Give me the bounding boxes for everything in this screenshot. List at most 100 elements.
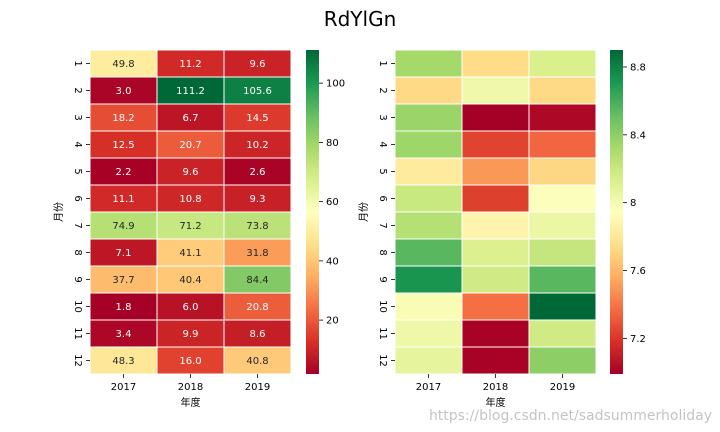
cell-value-label: 9.3 xyxy=(250,194,266,205)
heatmap-left: 49.8 11.2 9.6 3.0 111.2 105.6 18.2 6.7 14.5 12.5 2… xyxy=(53,49,345,409)
y-tick-label: 12 xyxy=(377,354,388,367)
heatmap-cell xyxy=(528,292,597,321)
heatmap-cell xyxy=(528,184,597,213)
figure-title: RdYlGn xyxy=(324,7,397,31)
heatmap-cell xyxy=(223,211,292,240)
y-tick-label: 10 xyxy=(377,300,388,313)
heatmap-cell xyxy=(461,76,530,105)
cell-value-label: 20.7 xyxy=(179,140,201,151)
heatmap-cell xyxy=(528,49,597,78)
cell-value-label: 1.8 xyxy=(116,302,132,313)
heatmap-cell xyxy=(223,292,292,321)
y-tick-label: 3 xyxy=(377,114,388,120)
cell-value-label: 49.8 xyxy=(112,59,134,70)
y-tick-label: 8 xyxy=(72,249,83,255)
cell-value-label: 3.4 xyxy=(116,329,132,340)
heatmap-cell xyxy=(461,319,530,348)
heatmap-cell xyxy=(223,184,292,213)
watermark-text: https://blog.csdn.net/sadsummerholiday xyxy=(428,408,712,424)
cell-value-label: 6.7 xyxy=(183,113,199,124)
colorbar-tick-label: 80 xyxy=(326,138,339,149)
heatmap-cell xyxy=(394,319,463,348)
colorbar-tick-label: 8 xyxy=(630,198,636,209)
x-axis-label: 年度 xyxy=(181,396,201,409)
heatmap-cell xyxy=(394,292,463,321)
heatmap-cell xyxy=(156,292,225,321)
heatmap-cell xyxy=(461,292,530,321)
heatmap-cell xyxy=(394,76,463,105)
cell-value-label: 6.0 xyxy=(183,302,199,313)
heatmap-cell xyxy=(89,238,158,267)
cell-value-label: 18.2 xyxy=(112,113,134,124)
y-tick-label: 7 xyxy=(72,222,83,228)
heatmap-cell xyxy=(461,103,530,132)
y-tick-label: 12 xyxy=(72,354,83,367)
heatmap-cell xyxy=(394,103,463,132)
cell-value-label: 9.6 xyxy=(183,167,199,178)
colorbar xyxy=(306,50,319,374)
cell-value-label: 71.2 xyxy=(179,221,201,232)
heatmap-right: 2017 2018 2019123456789101112年度月份7.27.688.… xyxy=(358,49,646,409)
cell-value-label: 11.2 xyxy=(179,59,201,70)
heatmap-cell xyxy=(156,184,225,213)
heatmap-cell xyxy=(528,238,597,267)
x-tick-label: 2017 xyxy=(416,382,441,393)
heatmap-cell xyxy=(223,319,292,348)
heatmap-cell xyxy=(394,265,463,294)
colorbar-tick-label: 100 xyxy=(326,79,345,90)
x-tick-label: 2018 xyxy=(178,382,203,393)
cell-value-label: 40.4 xyxy=(179,275,201,286)
heatmap-cell xyxy=(528,265,597,294)
heatmap-cell xyxy=(461,211,530,240)
cell-value-label: 9.9 xyxy=(183,329,199,340)
y-tick-label: 3 xyxy=(72,114,83,120)
colorbar-tick-label: 7.2 xyxy=(630,334,646,345)
cell-value-label: 7.1 xyxy=(116,248,132,259)
heatmap-cell xyxy=(89,211,158,240)
y-tick-label: 9 xyxy=(377,276,388,282)
heatmap-cell xyxy=(223,346,292,375)
heatmap-cell xyxy=(394,184,463,213)
cell-value-label: 73.8 xyxy=(246,221,268,232)
colorbar-tick-label: 8.4 xyxy=(630,130,646,141)
cell-value-label: 10.8 xyxy=(179,194,201,205)
heatmap-cell xyxy=(528,319,597,348)
cell-value-label: 40.8 xyxy=(246,356,268,367)
cell-value-label: 3.0 xyxy=(116,86,132,97)
x-tick-label: 2019 xyxy=(550,382,575,393)
heatmap-cell xyxy=(223,265,292,294)
y-tick-label: 2 xyxy=(72,87,83,93)
y-tick-label: 1 xyxy=(377,60,388,66)
cell-value-label: 41.1 xyxy=(179,248,201,259)
y-tick-label: 1 xyxy=(72,60,83,66)
heatmap-cell xyxy=(528,157,597,186)
colorbar xyxy=(610,50,623,374)
heatmap-cell xyxy=(461,346,530,375)
cell-value-label: 111.2 xyxy=(176,86,205,97)
cell-value-label: 14.5 xyxy=(246,113,268,124)
y-tick-label: 10 xyxy=(72,300,83,313)
heatmap-cell xyxy=(394,238,463,267)
colorbar-tick-label: 20 xyxy=(326,316,339,327)
heatmap-cell xyxy=(394,130,463,159)
cell-value-label: 2.2 xyxy=(116,167,132,178)
y-tick-label: 8 xyxy=(377,249,388,255)
colorbar-tick-label: 60 xyxy=(326,197,339,208)
y-tick-label: 6 xyxy=(377,195,388,201)
cell-value-label: 37.7 xyxy=(112,275,134,286)
heatmap-cell xyxy=(394,157,463,186)
cell-value-label: 10.2 xyxy=(246,140,268,151)
colorbar-tick-label: 8.8 xyxy=(630,62,646,73)
heatmap-cell xyxy=(528,130,597,159)
heatmap-cell xyxy=(394,49,463,78)
cell-value-label: 31.8 xyxy=(246,248,268,259)
heatmap-cell xyxy=(156,157,225,186)
heatmap-cell xyxy=(89,130,158,159)
x-axis-label: 年度 xyxy=(486,396,506,409)
x-tick-label: 2018 xyxy=(483,382,508,393)
y-axis-label: 月份 xyxy=(53,202,65,222)
heatmap-cell xyxy=(461,130,530,159)
heatmap-cell xyxy=(156,49,225,78)
colorbar-tick-label: 40 xyxy=(326,256,339,267)
cell-value-label: 16.0 xyxy=(179,356,201,367)
